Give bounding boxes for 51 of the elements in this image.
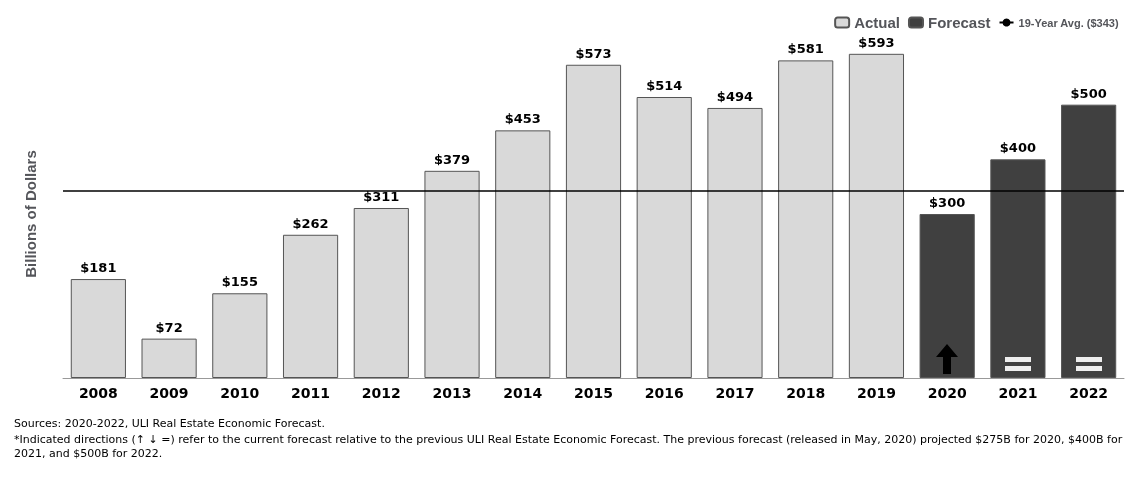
data-label: $494 — [716, 88, 754, 104]
x-tick-label: 2022 — [1069, 385, 1109, 401]
bar — [282, 234, 339, 378]
bar — [70, 279, 126, 378]
bar — [778, 60, 834, 378]
data-label: $581 — [787, 41, 824, 57]
x-tick-label: 2008 — [78, 385, 118, 401]
legend-label: Actual — [854, 14, 900, 31]
source-note: Sources: 2020-2022, ULI Real Estate Economic Forecast. — [14, 416, 325, 430]
bar — [565, 64, 622, 378]
data-label: $379 — [433, 151, 471, 167]
data-label: $453 — [504, 111, 541, 127]
x-tick-label: 2018 — [786, 385, 826, 401]
data-label: $181 — [80, 260, 117, 276]
x-tick-label: 2015 — [574, 385, 613, 401]
bar — [212, 293, 268, 378]
x-tick-label: 2017 — [715, 385, 755, 401]
bar — [848, 53, 905, 378]
bar — [424, 170, 480, 378]
data-label: $514 — [646, 78, 683, 94]
x-tick-label: 2020 — [927, 385, 967, 401]
bar — [919, 214, 975, 378]
x-tick-label: 2016 — [644, 385, 684, 401]
bar — [636, 97, 692, 378]
x-tick-label: 2014 — [503, 385, 543, 401]
legend-label: Forecast — [927, 14, 991, 31]
bar — [495, 130, 551, 378]
x-tick-label: 2009 — [149, 385, 189, 401]
data-label: $311 — [363, 188, 400, 204]
text: *Indicated directions (↑ ↓ =) refer to the current forecast relative to the previous ULI Real Estate Economic Forecast. The previous forecast (released in May, 2020) projected $275B for 2020, $400B for 2021, and $500B for 2022. — [14, 432, 1126, 460]
data-label: $573 — [575, 45, 612, 61]
data-label: $500 — [1070, 85, 1107, 101]
bar — [1061, 104, 1117, 378]
data-label: $72 — [155, 319, 183, 335]
data-label: $400 — [999, 140, 1036, 156]
x-tick-label: 2010 — [220, 385, 260, 401]
bar — [141, 338, 197, 378]
x-tick-label: 2013 — [432, 385, 472, 401]
data-label: $262 — [292, 215, 329, 231]
x-tick-label: 2021 — [998, 385, 1038, 401]
y-axis-title: Billions of Dollars — [22, 150, 39, 278]
x-tick-label: 2019 — [856, 385, 896, 401]
data-label: $300 — [929, 195, 966, 210]
bar — [353, 207, 409, 378]
data-label: $593 — [858, 34, 895, 50]
bar — [707, 107, 763, 378]
x-tick-label: 2012 — [361, 385, 401, 401]
x-tick-label: 2011 — [291, 385, 331, 401]
legend-label: 19-Year Avg. ($343) — [1018, 16, 1119, 29]
bar — [990, 159, 1046, 378]
data-label: $155 — [221, 274, 258, 290]
